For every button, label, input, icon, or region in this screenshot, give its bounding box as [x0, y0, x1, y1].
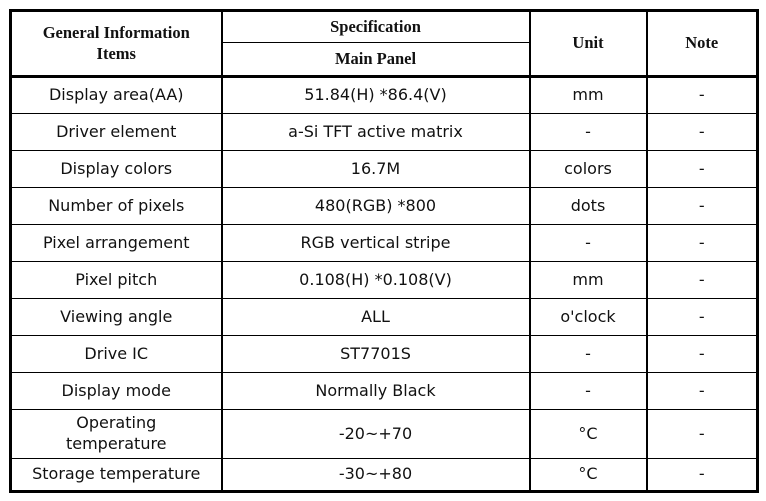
cell-item: Pixel pitch — [9, 261, 223, 299]
header-unit: Unit — [528, 10, 648, 77]
cell-item: Drive IC — [9, 335, 223, 373]
table-row: Pixel arrangement RGB vertical stripe - - — [9, 224, 759, 262]
cell-note: - — [645, 187, 759, 225]
cell-spec: RGB vertical stripe — [220, 224, 531, 262]
cell-note: - — [645, 224, 759, 262]
table-row: Viewing angle ALL o'clock - — [9, 298, 759, 336]
cell-unit: o'clock — [528, 298, 648, 336]
cell-spec: 16.7M — [220, 150, 531, 188]
cell-item: Driver element — [9, 113, 223, 151]
cell-item: Number of pixels — [9, 187, 223, 225]
table-row: Display mode Normally Black - - — [9, 372, 759, 410]
cell-spec: ALL — [220, 298, 531, 336]
header-specification: Specification — [220, 10, 531, 43]
cell-spec: -20~+70 — [220, 409, 531, 459]
cell-unit: - — [528, 113, 648, 151]
cell-spec: -30~+80 — [220, 458, 531, 492]
cell-unit: - — [528, 335, 648, 373]
cell-spec: 0.108(H) *0.108(V) — [220, 261, 531, 299]
cell-note: - — [645, 372, 759, 410]
cell-note: - — [645, 150, 759, 188]
cell-note: - — [645, 409, 759, 459]
table-row: Storage temperature -30~+80 °C - — [9, 458, 759, 492]
cell-item: Viewing angle — [9, 298, 223, 336]
table-row: Display colors 16.7M colors - — [9, 150, 759, 188]
cell-unit: - — [528, 224, 648, 262]
header-general-information-items: General Information Items — [9, 10, 223, 77]
cell-unit: mm — [528, 261, 648, 299]
table-row: Number of pixels 480(RGB) *800 dots - — [9, 187, 759, 225]
cell-unit: mm — [528, 75, 648, 114]
general-information-table: General Information Items Specification … — [9, 9, 759, 493]
table-body: Display area(AA) 51.84(H) *86.4(V) mm - Driv… — [9, 75, 759, 492]
cell-note: - — [645, 458, 759, 492]
cell-spec: a-Si TFT active matrix — [220, 113, 531, 151]
cell-note: - — [645, 75, 759, 114]
table-row: Pixel pitch 0.108(H) *0.108(V) mm - — [9, 261, 759, 299]
cell-unit: °C — [528, 409, 648, 459]
cell-note: - — [645, 298, 759, 336]
header-row-top: General Information Items Specification … — [9, 10, 759, 77]
cell-item: Display colors — [9, 150, 223, 188]
cell-unit: dots — [528, 187, 648, 225]
table-row: Drive IC ST7701S - - — [9, 335, 759, 373]
cell-spec: 51.84(H) *86.4(V) — [220, 75, 531, 114]
cell-item: Pixel arrangement — [9, 224, 223, 262]
cell-item: Display area(AA) — [9, 75, 223, 114]
table-row: Operating temperature -20~+70 °C - — [9, 409, 759, 459]
header-row-bottom: Main Panel — [11, 42, 758, 77]
table-row: Driver element a-Si TFT active matrix - - — [9, 113, 759, 151]
cell-unit: - — [528, 372, 648, 410]
cell-note: - — [645, 113, 759, 151]
cell-spec: Normally Black — [220, 372, 531, 410]
cell-spec: 480(RGB) *800 — [220, 187, 531, 225]
cell-note: - — [645, 335, 759, 373]
cell-unit: °C — [528, 458, 648, 492]
cell-spec: ST7701S — [220, 335, 531, 373]
cell-item: Operating temperature — [9, 409, 223, 459]
cell-unit: colors — [528, 150, 648, 188]
cell-item: Display mode — [9, 372, 223, 410]
cell-item: Storage temperature — [9, 458, 223, 492]
cell-note: - — [645, 261, 759, 299]
header-main-panel: Main Panel — [220, 42, 531, 77]
header-note: Note — [645, 10, 759, 77]
table-row: Display area(AA) 51.84(H) *86.4(V) mm - — [9, 75, 759, 114]
